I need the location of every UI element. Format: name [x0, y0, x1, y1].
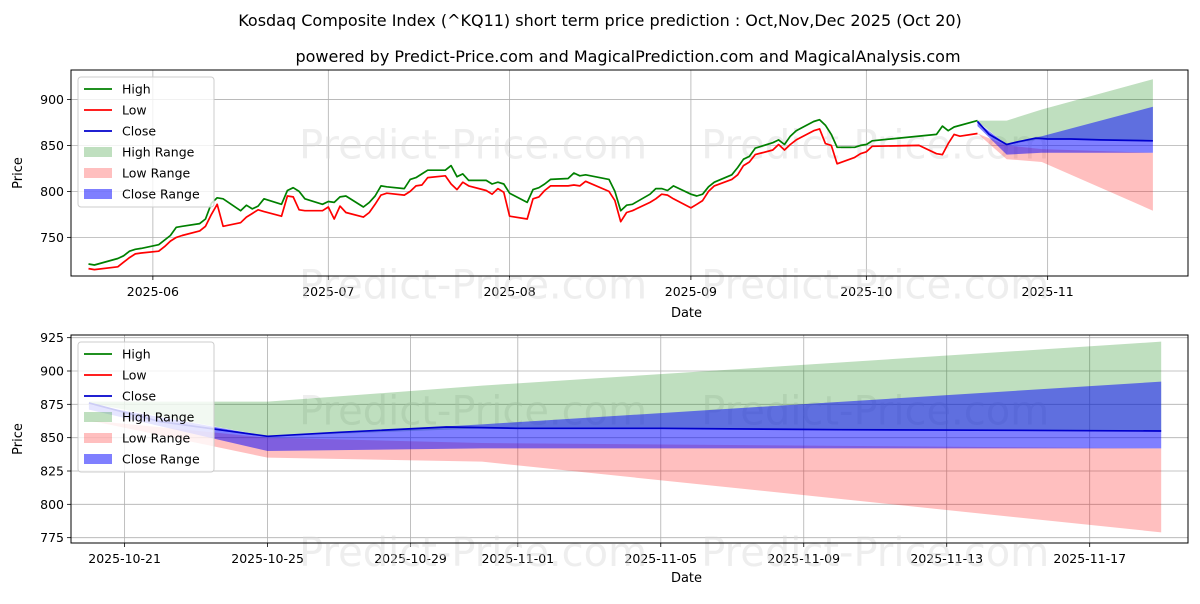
- y-axis-label: Price: [11, 157, 26, 189]
- legend-label: High: [122, 347, 151, 362]
- y-tick-label: 850: [40, 430, 64, 445]
- y-tick-label: 875: [40, 397, 64, 412]
- legend-swatch: [84, 189, 112, 199]
- legend-swatch: [84, 454, 112, 464]
- close-line: [976, 120, 1153, 146]
- y-axis-label: Price: [11, 423, 26, 455]
- x-tick-label: 2025-09: [665, 284, 717, 299]
- x-tick-label: 2025-10-29: [374, 551, 447, 566]
- x-tick-label: 2025-11-13: [910, 551, 983, 566]
- plot-frame: [70, 334, 1189, 544]
- legend-label: High Range: [122, 410, 195, 425]
- top-chart-panel: 750 800 850 900 2025-06 2025-07 2025-08 2025-09…: [11, 69, 1189, 321]
- chart-subtitle: powered by Predict-Price.com and Magical…: [295, 47, 960, 66]
- legend-label: Low Range: [122, 166, 191, 181]
- y-tick-label: 775: [40, 530, 64, 545]
- plot-area: [71, 70, 1188, 276]
- legend-label: Low: [122, 368, 147, 383]
- legend-label: Close: [122, 124, 156, 139]
- close-range-area: [977, 106, 1153, 155]
- x-axis-label: Date: [671, 306, 702, 321]
- y-tick-label: 750: [40, 230, 64, 245]
- low-line: [88, 128, 978, 271]
- y-tick-label: 925: [40, 330, 64, 345]
- plot-marks: [88, 79, 1153, 271]
- legend-swatch: [84, 147, 112, 157]
- y-tick-label: 850: [40, 138, 64, 153]
- y-tick-label: 800: [40, 497, 64, 512]
- chart-title: Kosdaq Composite Index (^KQ11) short ter…: [238, 11, 962, 30]
- watermark-text: Predict-Price.com: [299, 530, 647, 576]
- legend-label: Close: [122, 389, 156, 404]
- y-tick-label: 800: [40, 184, 64, 199]
- x-tick-label: 2025-11-05: [624, 551, 697, 566]
- legend-swatch: [84, 412, 112, 422]
- bottom-chart-panel: 775 800 825 850 875 900 925 2025-10-21 2025-10-2…: [11, 330, 1189, 586]
- plot-marks: [88, 341, 1162, 533]
- legend-swatch: [84, 168, 112, 178]
- x-tick-label: 2025-10: [840, 284, 892, 299]
- legend-label: High Range: [122, 145, 195, 160]
- x-tick-label: 2025-07: [302, 284, 354, 299]
- x-tick-label: 2025-08: [483, 284, 535, 299]
- plot-frame: [70, 69, 1189, 277]
- legend-label: High: [122, 82, 151, 97]
- x-tick-label: 2025-10-21: [88, 551, 161, 566]
- close-range-area: [88, 381, 1162, 451]
- legend-label: Low Range: [122, 431, 191, 446]
- watermark-text: Predict-Price.com: [299, 123, 647, 169]
- x-axis-label: Date: [671, 571, 702, 586]
- high-line: [88, 118, 978, 266]
- legend-label: Low: [122, 103, 147, 118]
- x-tick-label: 2025-11-09: [767, 551, 840, 566]
- legend-swatch: [84, 433, 112, 443]
- x-tick-label: 2025-06: [127, 284, 179, 299]
- watermark-text: Predict-Price.com: [701, 530, 1049, 576]
- legend-label: Close Range: [122, 187, 200, 202]
- y-tick-label: 825: [40, 464, 64, 479]
- x-tick-label: 2025-11-17: [1053, 551, 1126, 566]
- watermark-text: Predict-Price.com: [701, 263, 1049, 309]
- legend-label: Close Range: [122, 452, 200, 467]
- watermark-text: Predict-Price.com: [299, 263, 647, 309]
- x-tick-label: 2025-10-25: [231, 551, 304, 566]
- y-tick-label: 900: [40, 92, 64, 107]
- x-tick-label: 2025-11-01: [481, 551, 554, 566]
- x-tick-label: 2025-11: [1022, 284, 1074, 299]
- y-tick-label: 900: [40, 364, 64, 379]
